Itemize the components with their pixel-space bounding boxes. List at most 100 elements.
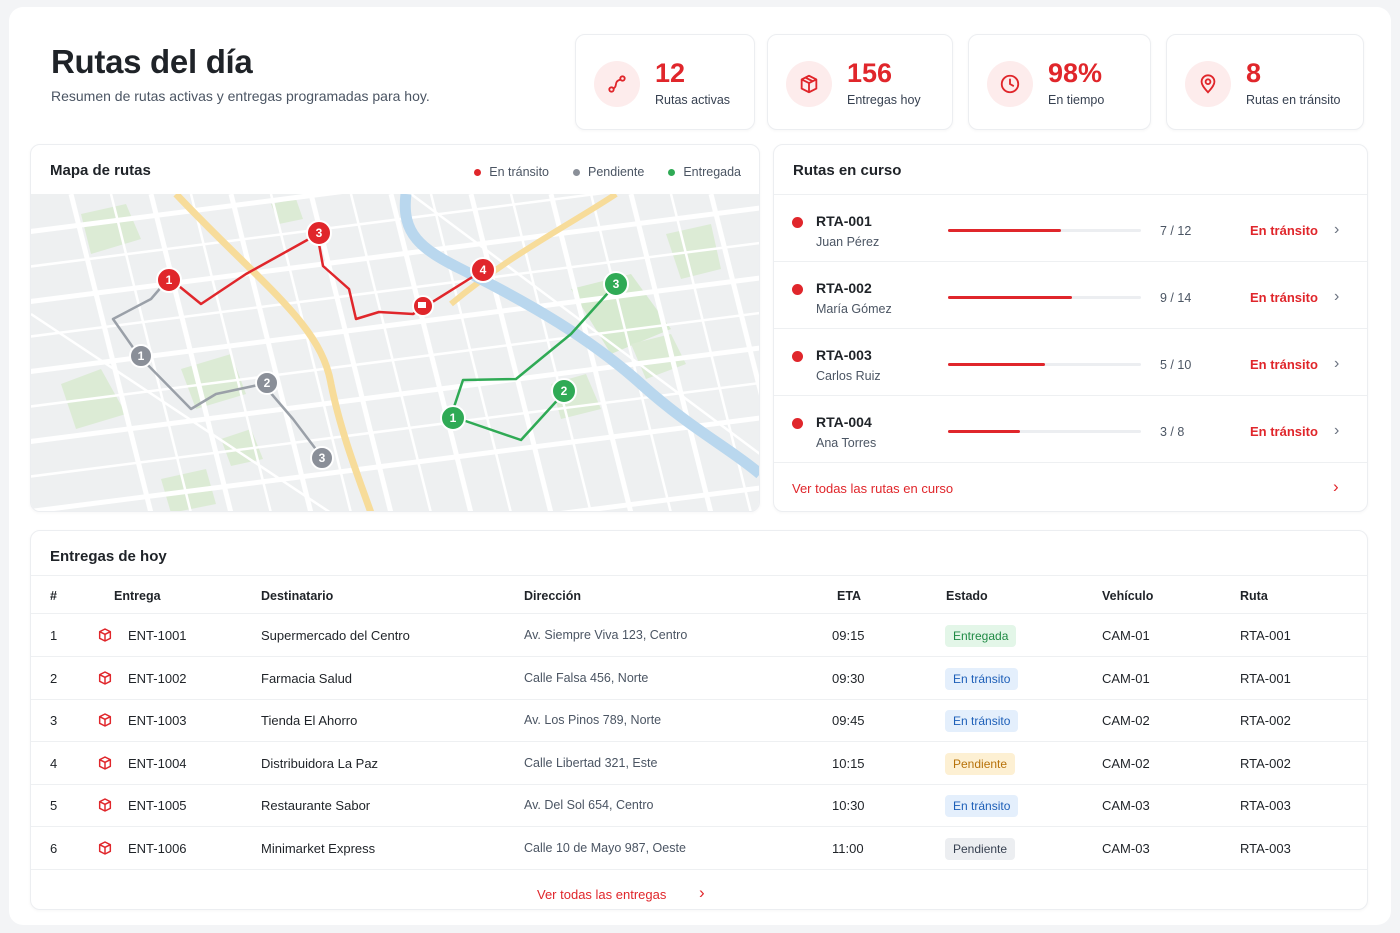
route-row[interactable]: RTA-004 Ana Torres 3 / 8 En tránsito › bbox=[774, 396, 1367, 463]
driver-name: Juan Pérez bbox=[816, 235, 880, 249]
table-row[interactable]: 5 ENT-1005 Restaurante Sabor Av. Del Sol 65… bbox=[31, 785, 1367, 827]
package-icon bbox=[97, 797, 113, 818]
stat-label: En tiempo bbox=[1048, 93, 1105, 107]
table-row[interactable]: 1 ENT-1001 Supermercado del Centro Av. Siem… bbox=[31, 615, 1367, 657]
address: Calle 10 de Mayo 987, Oeste bbox=[524, 840, 686, 855]
legend-dot bbox=[573, 168, 580, 176]
route-status: En tránsito bbox=[1250, 290, 1318, 305]
svg-text:2: 2 bbox=[561, 384, 568, 398]
progress-count: 5 / 10 bbox=[1160, 358, 1192, 372]
address: Av. Del Sol 654, Centro bbox=[524, 798, 654, 812]
routes-in-progress-card: Rutas en curso RTA-001 Juan Pérez 7 / 12… bbox=[773, 144, 1368, 512]
clock-icon bbox=[987, 61, 1033, 107]
truck-location-marker[interactable] bbox=[412, 295, 434, 317]
divider bbox=[774, 194, 1367, 195]
progress-bar bbox=[948, 363, 1141, 366]
stat-card-deliveries: 156 Entregas hoy bbox=[767, 34, 953, 130]
driver-name: Ana Torres bbox=[816, 436, 877, 450]
legend-label: En tránsito bbox=[489, 165, 549, 179]
routes-card-title: Rutas en curso bbox=[793, 162, 902, 179]
status-dot bbox=[792, 284, 803, 295]
table-row[interactable]: 2 ENT-1002 Farmacia Salud Calle Falsa 456, … bbox=[31, 658, 1367, 700]
vehicle: CAM-03 bbox=[1102, 798, 1150, 813]
progress-bar bbox=[948, 229, 1141, 232]
chevron-right-icon[interactable]: › bbox=[699, 883, 705, 902]
page-subtitle: Resumen de rutas activas y entregas prog… bbox=[51, 88, 430, 104]
address: Av. Los Pinos 789, Norte bbox=[524, 713, 662, 727]
table-row[interactable]: 6 ENT-1006 Minimarket Express Calle 10 de M… bbox=[31, 828, 1367, 870]
route: RTA-002 bbox=[1240, 755, 1291, 771]
route-map[interactable]: 1 3 4 1 2 3 1 2 3 bbox=[31, 194, 760, 512]
route-status: En tránsito bbox=[1250, 424, 1318, 439]
column-header: Entrega bbox=[114, 589, 161, 603]
svg-text:3: 3 bbox=[319, 451, 326, 465]
map-marker-green-2[interactable]: 2 bbox=[551, 378, 577, 404]
page-title: Rutas del día bbox=[51, 43, 253, 80]
table-row[interactable]: 4 ENT-1004 Distribuidora La Paz Calle Liber… bbox=[31, 743, 1367, 785]
route-row[interactable]: RTA-002 María Gómez 9 / 14 En tránsito › bbox=[774, 262, 1367, 329]
delivery-id: ENT-1004 bbox=[128, 755, 187, 771]
delivery-id: ENT-1001 bbox=[128, 628, 187, 643]
map-marker-red-4[interactable]: 4 bbox=[470, 257, 496, 283]
route: RTA-002 bbox=[1240, 713, 1291, 728]
map-marker-gray-1[interactable]: 1 bbox=[129, 344, 153, 368]
legend-item-delivered: Entregada bbox=[668, 165, 741, 179]
view-all-deliveries-link[interactable]: Ver todas las entregas bbox=[537, 887, 667, 902]
recipient: Supermercado del Centro bbox=[261, 628, 410, 643]
progress-bar bbox=[948, 430, 1141, 433]
route-icon bbox=[594, 61, 640, 107]
stat-value: 12 bbox=[655, 58, 686, 88]
vehicle: CAM-03 bbox=[1102, 840, 1150, 856]
route: RTA-003 bbox=[1240, 798, 1291, 813]
chevron-right-icon[interactable]: › bbox=[1334, 422, 1340, 439]
package-icon bbox=[97, 627, 113, 648]
svg-text:4: 4 bbox=[480, 263, 487, 277]
route-id: RTA-004 bbox=[816, 414, 872, 430]
chevron-right-icon[interactable]: › bbox=[1334, 221, 1340, 238]
eta: 10:30 bbox=[832, 798, 865, 813]
progress-count: 9 / 14 bbox=[1160, 291, 1192, 305]
route-id: RTA-003 bbox=[816, 347, 872, 363]
map-marker-gray-3[interactable]: 3 bbox=[310, 446, 334, 470]
address: Calle Libertad 321, Este bbox=[524, 755, 658, 770]
stat-value: 8 bbox=[1246, 58, 1262, 88]
vehicle: CAM-01 bbox=[1102, 670, 1150, 686]
row-number: 3 bbox=[50, 713, 58, 728]
view-all-routes-link[interactable]: Ver todas las rutas en curso bbox=[792, 481, 954, 496]
legend-item-pending: Pendiente bbox=[573, 165, 644, 179]
deliveries-card: Entregas de hoy # Entrega Destinatario D… bbox=[30, 530, 1368, 910]
progress-fill bbox=[948, 363, 1045, 366]
map-marker-red-1[interactable]: 1 bbox=[156, 267, 182, 293]
delivery-id: ENT-1002 bbox=[128, 670, 187, 686]
status-badge: En tránsito bbox=[945, 795, 1019, 817]
map-marker-green-1[interactable]: 1 bbox=[440, 405, 466, 431]
stat-label: Rutas activas bbox=[655, 93, 731, 107]
stat-label: Rutas en tránsito bbox=[1246, 93, 1341, 107]
map-marker-green-3[interactable]: 3 bbox=[603, 271, 629, 297]
package-icon bbox=[97, 670, 113, 691]
status-badge: Pendiente bbox=[945, 837, 1016, 860]
chevron-right-icon[interactable]: › bbox=[1333, 477, 1339, 496]
eta: 10:15 bbox=[832, 755, 865, 771]
map-marker-gray-2[interactable]: 2 bbox=[255, 371, 279, 395]
route: RTA-001 bbox=[1240, 670, 1291, 686]
route-map-card: Mapa de rutas En tránsito Pendiente Entr… bbox=[30, 144, 760, 512]
chevron-right-icon[interactable]: › bbox=[1334, 355, 1340, 372]
row-number: 4 bbox=[50, 755, 58, 771]
driver-name: María Gómez bbox=[816, 302, 892, 316]
table-row[interactable]: 3 ENT-1003 Tienda El Ahorro Av. Los Pinos 7… bbox=[31, 700, 1367, 742]
route-row[interactable]: RTA-001 Juan Pérez 7 / 12 En tránsito › bbox=[774, 195, 1367, 262]
map-marker-red-3[interactable]: 3 bbox=[306, 220, 332, 246]
svg-text:3: 3 bbox=[613, 277, 620, 291]
chevron-right-icon[interactable]: › bbox=[1334, 288, 1340, 305]
driver-name: Carlos Ruiz bbox=[816, 369, 881, 383]
stat-label: Entregas hoy bbox=[847, 93, 921, 107]
deliveries-card-title: Entregas de hoy bbox=[50, 548, 167, 565]
status-dot bbox=[792, 217, 803, 228]
delivery-id: ENT-1003 bbox=[128, 713, 187, 728]
table-header: # Entrega Destinatario Dirección ETA Est… bbox=[31, 575, 1367, 614]
row-number: 6 bbox=[50, 840, 58, 856]
route-row[interactable]: RTA-003 Carlos Ruiz 5 / 10 En tránsito › bbox=[774, 329, 1367, 396]
route-id: RTA-002 bbox=[816, 280, 872, 296]
progress-count: 7 / 12 bbox=[1160, 224, 1192, 238]
